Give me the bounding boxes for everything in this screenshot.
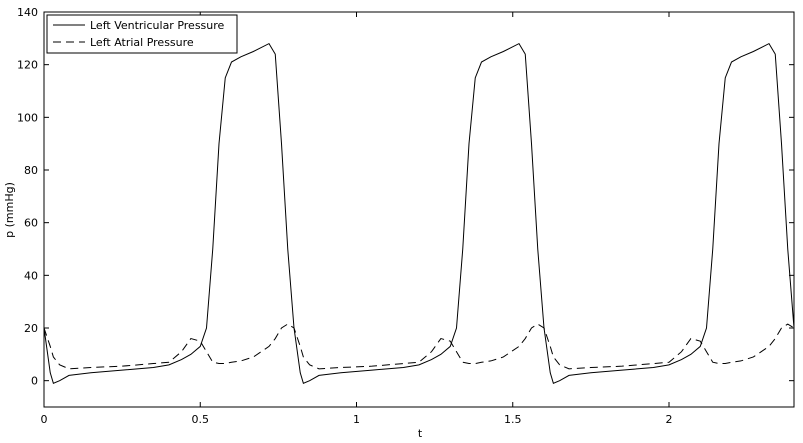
legend-label: Left Ventricular Pressure <box>90 19 225 32</box>
y-tick-label: 140 <box>17 6 38 19</box>
x-tick-label: 0.5 <box>192 413 210 426</box>
y-axis-label: p (mmHg) <box>3 182 16 238</box>
series-line <box>43 323 795 370</box>
y-tick-label: 40 <box>24 269 38 282</box>
y-tick-label: 20 <box>24 322 38 335</box>
legend-label: Left Atrial Pressure <box>90 36 194 49</box>
series-line <box>43 42 795 384</box>
y-tick-label: 60 <box>24 217 38 230</box>
x-tick-label: 2 <box>666 413 673 426</box>
y-tick-label: 120 <box>17 59 38 72</box>
plot-frame <box>43 11 795 408</box>
x-tick-label: 1 <box>353 413 360 426</box>
y-tick-label: 0 <box>31 375 38 388</box>
legend-box <box>46 14 238 54</box>
x-tick-label: 0 <box>41 413 48 426</box>
y-tick-label: 100 <box>17 111 38 124</box>
x-tick-label: 1.5 <box>504 413 522 426</box>
y-tick-label: 80 <box>24 164 38 177</box>
x-axis-label: t <box>418 427 423 440</box>
